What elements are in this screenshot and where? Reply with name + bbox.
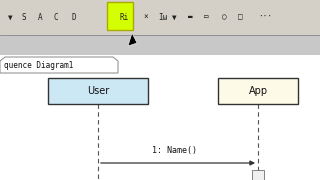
Text: S: S — [22, 12, 27, 21]
Polygon shape — [128, 33, 137, 46]
Text: ▭: ▭ — [204, 12, 209, 21]
Text: □: □ — [238, 12, 243, 21]
Text: ▼: ▼ — [8, 12, 12, 21]
Text: Ri: Ri — [120, 12, 129, 21]
Text: quence Diagram1: quence Diagram1 — [4, 62, 73, 71]
Bar — [0, 55, 320, 180]
Text: ○: ○ — [222, 12, 227, 21]
Text: ▼: ▼ — [172, 12, 177, 21]
Text: User: User — [87, 86, 109, 96]
Text: Iω: Iω — [158, 12, 167, 21]
Polygon shape — [0, 57, 118, 73]
Bar — [107, 2, 133, 30]
Bar — [0, 0, 320, 35]
Bar — [0, 35, 320, 55]
Text: 1: Name(): 1: Name() — [153, 146, 197, 155]
Bar — [218, 78, 298, 104]
Text: App: App — [248, 86, 268, 96]
Bar — [252, 170, 264, 180]
Text: ···: ··· — [258, 12, 272, 21]
Text: A: A — [38, 12, 43, 21]
Text: D: D — [72, 12, 76, 21]
Text: ▬: ▬ — [188, 12, 193, 21]
Text: C: C — [53, 12, 58, 21]
Bar — [48, 78, 148, 104]
Text: ×: × — [143, 12, 148, 21]
